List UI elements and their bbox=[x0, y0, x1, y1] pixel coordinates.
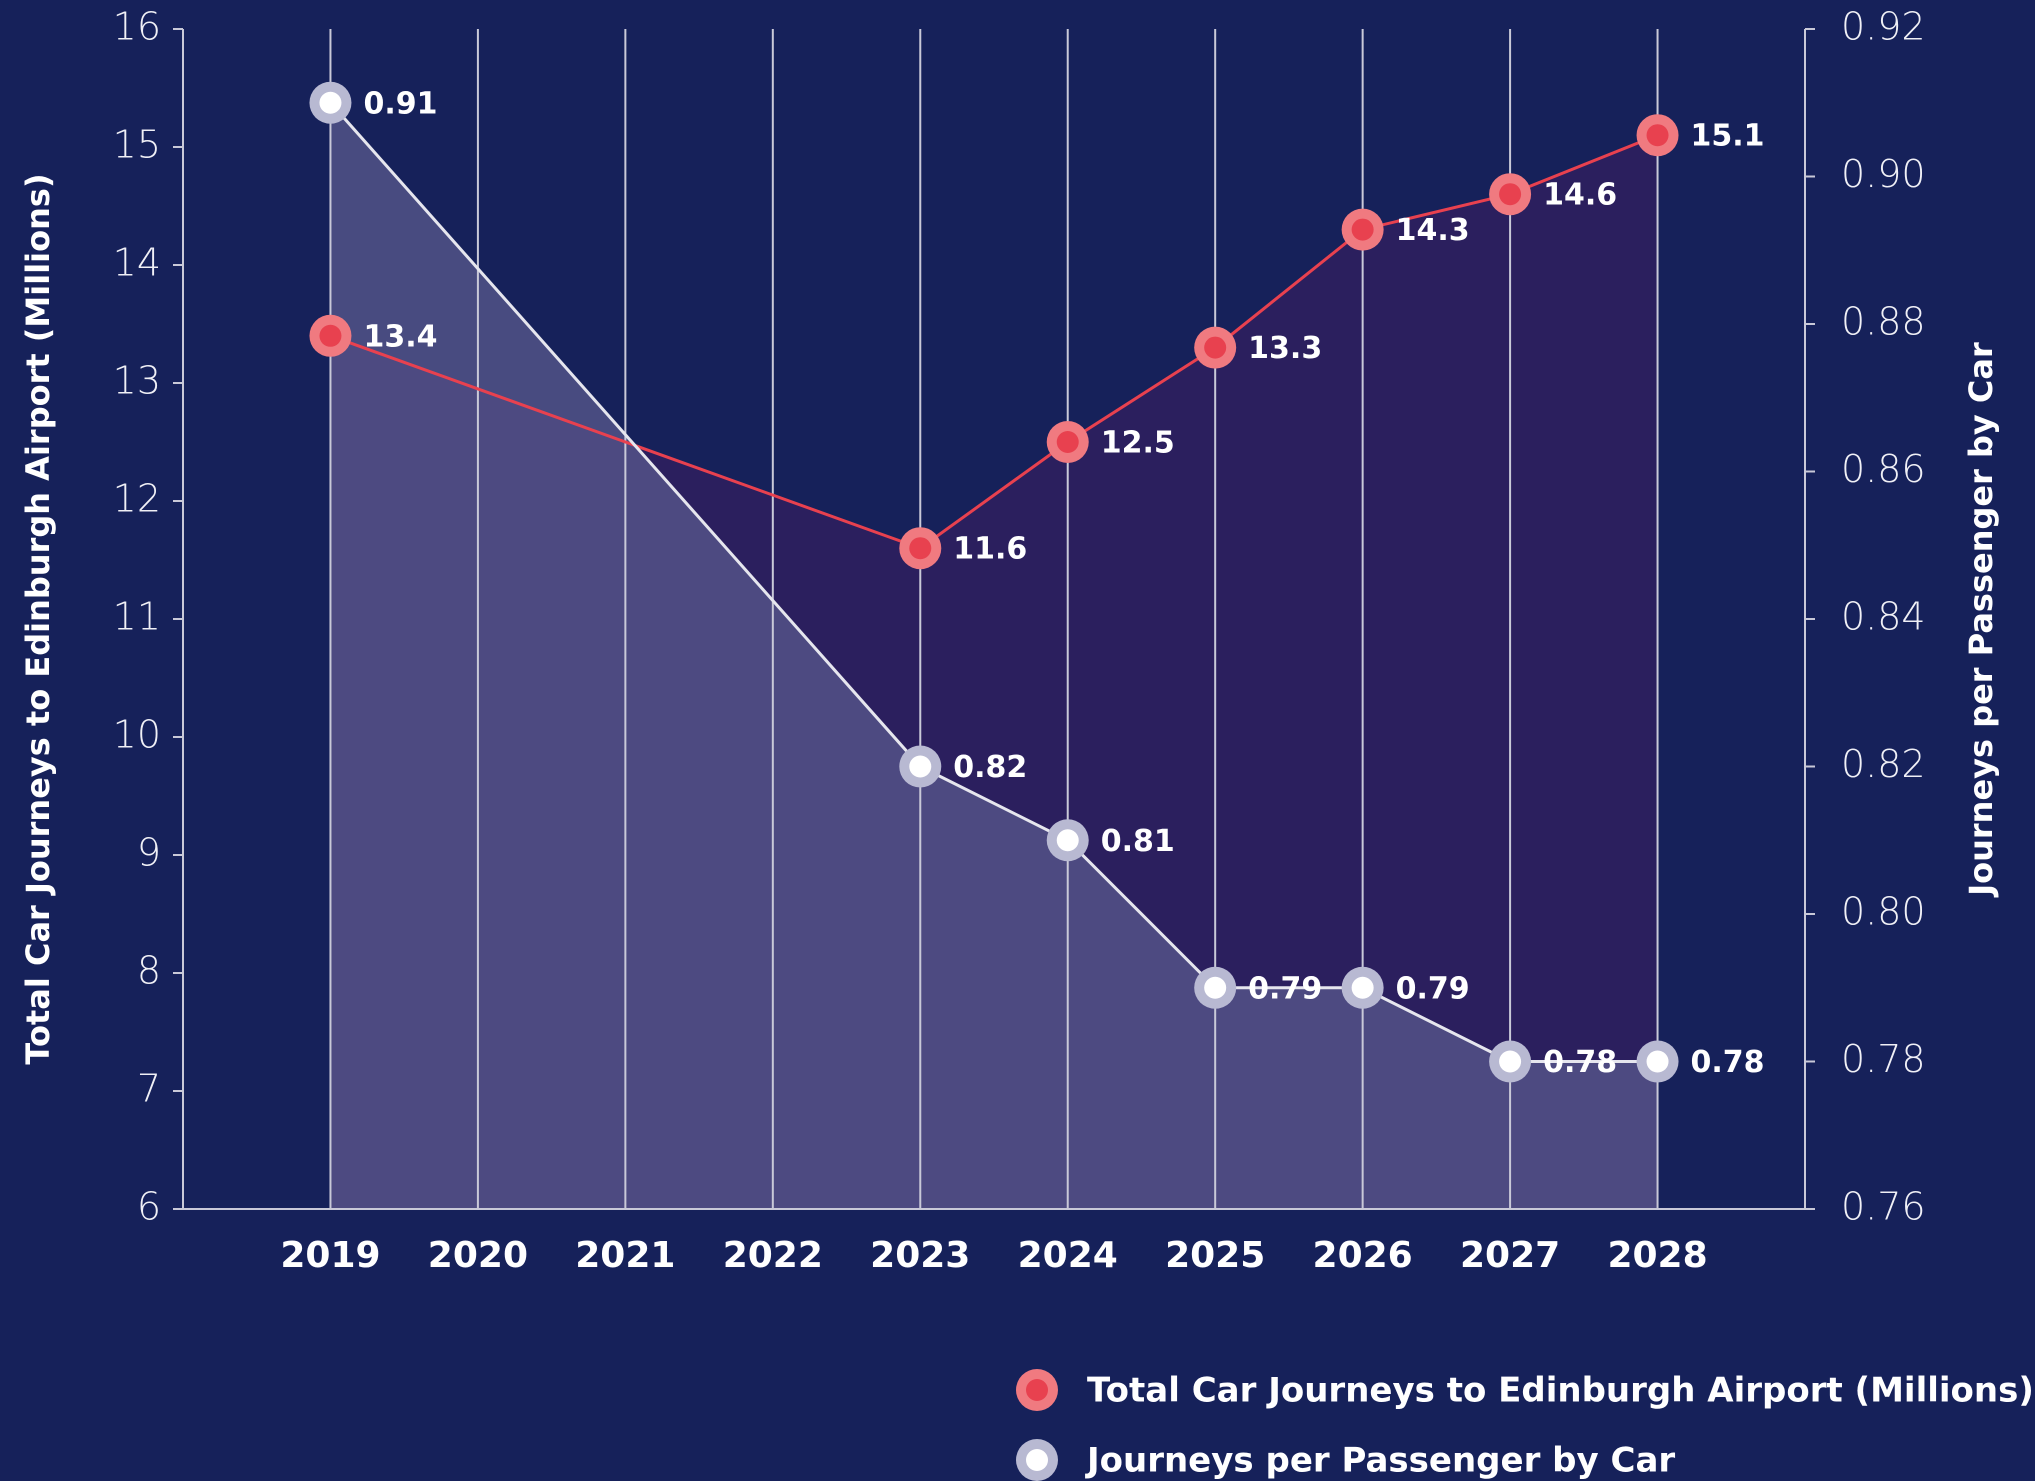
y2-tick-label: 0.76 bbox=[1841, 1185, 1926, 1229]
y2-tick-label: 0.82 bbox=[1841, 742, 1926, 786]
marker bbox=[1204, 976, 1227, 999]
data-label: 0.91 bbox=[363, 86, 437, 121]
x-tick-label: 2023 bbox=[870, 1235, 970, 1276]
data-label: 0.81 bbox=[1101, 824, 1175, 859]
y-tick-label: 8 bbox=[137, 949, 161, 993]
marker bbox=[1056, 829, 1079, 852]
data-label: 14.3 bbox=[1396, 213, 1470, 248]
x-tick-label: 2021 bbox=[575, 1235, 675, 1276]
y2-tick-label: 0.78 bbox=[1841, 1037, 1926, 1081]
x-tick-label: 2024 bbox=[1018, 1235, 1118, 1276]
y-tick-label: 11 bbox=[113, 595, 161, 639]
data-label: 15.1 bbox=[1691, 119, 1765, 154]
y-tick-label: 16 bbox=[113, 5, 161, 49]
x-tick-label: 2019 bbox=[280, 1235, 380, 1276]
x-tick-label: 2026 bbox=[1313, 1235, 1413, 1276]
y-tick-label: 13 bbox=[113, 359, 161, 403]
data-label: 0.82 bbox=[953, 750, 1027, 785]
data-label: 13.3 bbox=[1248, 331, 1322, 366]
data-label: 0.78 bbox=[1543, 1045, 1617, 1080]
y2-tick-label: 0.80 bbox=[1841, 890, 1926, 934]
marker bbox=[909, 537, 932, 560]
marker bbox=[1204, 336, 1227, 359]
marker bbox=[1646, 1050, 1669, 1073]
y2-tick-label: 0.92 bbox=[1841, 5, 1926, 49]
marker bbox=[1499, 1050, 1522, 1073]
y2-tick-label: 0.84 bbox=[1841, 595, 1926, 639]
x-tick-label: 2022 bbox=[723, 1235, 823, 1276]
x-tick-label: 2027 bbox=[1460, 1235, 1560, 1276]
y2-axis-title: Journeys per Passenger by Car bbox=[1962, 342, 2000, 898]
marker bbox=[1056, 431, 1079, 453]
marker bbox=[1351, 218, 1374, 241]
marker bbox=[1499, 183, 1522, 206]
x-tick-label: 2025 bbox=[1165, 1235, 1265, 1276]
marker bbox=[1351, 976, 1374, 999]
y-tick-label: 14 bbox=[113, 241, 161, 285]
y-tick-label: 15 bbox=[113, 123, 161, 167]
marker bbox=[909, 755, 932, 778]
y-tick-label: 10 bbox=[113, 713, 161, 757]
area bbox=[330, 102, 1658, 1209]
marker bbox=[319, 324, 342, 347]
data-label: 11.6 bbox=[953, 532, 1027, 567]
data-label: 0.79 bbox=[1248, 971, 1322, 1006]
y2-tick-label: 0.86 bbox=[1841, 447, 1926, 491]
x-tick-label: 2028 bbox=[1607, 1235, 1707, 1276]
data-label: 0.78 bbox=[1691, 1045, 1765, 1080]
y2-tick-label: 0.90 bbox=[1841, 152, 1926, 196]
legend-label: Journeys per Passenger by Car bbox=[1085, 1441, 1675, 1481]
y-tick-label: 7 bbox=[137, 1067, 161, 1111]
y-tick-label: 12 bbox=[113, 477, 161, 521]
legend-marker bbox=[1026, 1379, 1048, 1401]
legend-label: Total Car Journeys to Edinburgh Airport … bbox=[1087, 1371, 2034, 1411]
y-axis-title: Total Car Journeys to Edinburgh Airport … bbox=[19, 173, 57, 1064]
data-label: 14.6 bbox=[1543, 178, 1617, 213]
legend-marker bbox=[1026, 1449, 1048, 1471]
marker bbox=[1646, 124, 1669, 147]
y2-tick-label: 0.88 bbox=[1841, 300, 1926, 344]
data-label: 0.79 bbox=[1396, 971, 1470, 1006]
marker bbox=[319, 91, 342, 114]
y-tick-label: 6 bbox=[137, 1185, 161, 1229]
y-tick-label: 9 bbox=[137, 831, 161, 875]
x-tick-label: 2020 bbox=[428, 1235, 528, 1276]
data-label: 13.4 bbox=[363, 319, 437, 354]
data-label: 12.5 bbox=[1101, 426, 1175, 461]
